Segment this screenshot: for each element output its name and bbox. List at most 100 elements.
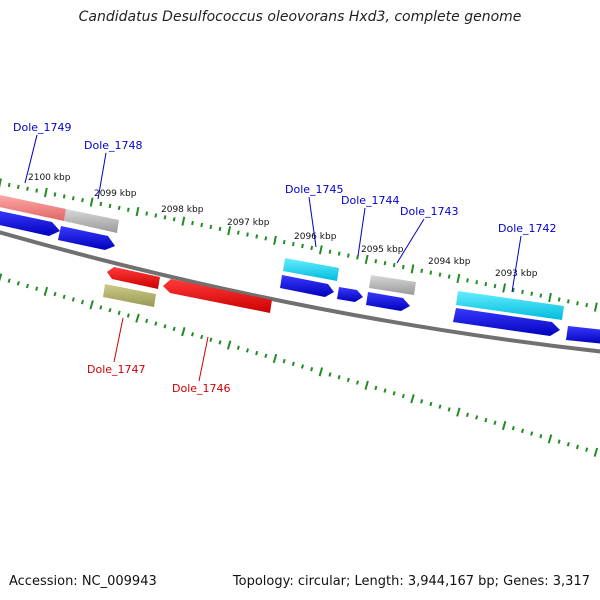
minor-tick xyxy=(484,281,488,287)
minor-tick xyxy=(200,334,204,340)
cds-forward-5[interactable] xyxy=(366,292,410,311)
cds-forward-1[interactable] xyxy=(0,210,60,236)
minor-tick xyxy=(200,222,204,228)
minor-tick xyxy=(392,262,396,268)
minor-tick xyxy=(291,241,295,247)
gene-label[interactable]: Dole_1748 xyxy=(84,139,143,152)
feature-dole-1747[interactable] xyxy=(103,284,156,307)
minor-tick xyxy=(236,230,240,235)
minor-tick xyxy=(255,350,259,356)
minor-tick xyxy=(53,291,57,297)
major-tick xyxy=(227,226,232,236)
major-tick xyxy=(593,447,599,457)
minor-tick xyxy=(172,326,176,332)
minor-tick xyxy=(172,217,176,222)
minor-tick xyxy=(511,287,515,293)
major-tick xyxy=(43,187,48,198)
minor-tick xyxy=(301,243,304,249)
minor-tick xyxy=(145,318,149,324)
cds-forward-3[interactable] xyxy=(280,275,334,297)
minor-tick xyxy=(255,234,259,239)
gene-label[interactable]: Dole_1743 xyxy=(400,205,459,218)
gene-leader-line xyxy=(113,317,124,363)
kbp-label: 2098 kbp xyxy=(161,205,204,215)
cds-forward-6[interactable] xyxy=(453,308,560,336)
minor-tick xyxy=(191,220,194,226)
minor-tick xyxy=(62,194,66,199)
minor-tick xyxy=(447,407,451,412)
major-tick xyxy=(364,380,369,390)
minor-tick xyxy=(16,281,20,286)
minor-tick xyxy=(475,280,479,285)
minor-tick xyxy=(145,211,149,216)
minor-tick xyxy=(383,388,387,393)
major-tick xyxy=(548,292,552,303)
minor-tick xyxy=(154,321,158,326)
minor-tick xyxy=(99,305,103,310)
minor-tick xyxy=(71,297,75,302)
gene-label[interactable]: Dole_1746 xyxy=(172,382,231,395)
gene-leader-line xyxy=(24,134,38,184)
minor-tick xyxy=(190,332,195,337)
major-tick xyxy=(0,178,2,188)
minor-tick xyxy=(154,213,158,218)
major-tick xyxy=(456,273,461,284)
minor-tick xyxy=(447,274,451,279)
gene-label[interactable]: Dole_1742 xyxy=(498,222,557,235)
feature-dole-1749[interactable] xyxy=(0,194,66,221)
minor-tick xyxy=(328,249,332,254)
major-tick xyxy=(364,254,369,265)
feature-dole-1745[interactable] xyxy=(283,258,339,281)
minor-tick xyxy=(282,239,286,245)
minor-tick xyxy=(484,417,488,423)
minor-tick xyxy=(264,353,268,358)
minor-tick xyxy=(209,337,213,342)
gene-label[interactable]: Dole_1745 xyxy=(285,183,344,196)
minor-tick xyxy=(566,299,570,304)
outer-tick-ring xyxy=(0,178,598,312)
minor-tick xyxy=(401,393,405,399)
major-tick xyxy=(501,420,507,431)
cds-forward-4[interactable] xyxy=(337,287,363,302)
minor-tick xyxy=(557,439,561,444)
major-tick xyxy=(456,407,461,417)
feature-dole-1748[interactable] xyxy=(64,209,119,233)
minor-tick xyxy=(429,401,433,407)
major-tick xyxy=(43,286,49,296)
gene-features xyxy=(0,194,600,344)
gene-label[interactable]: Dole_1749 xyxy=(13,121,72,134)
major-tick xyxy=(593,302,598,312)
major-tick xyxy=(226,340,232,350)
minor-tick xyxy=(25,283,30,289)
cds-reverse-2[interactable] xyxy=(163,279,272,313)
topology-text: Topology: circular; Length: 3,944,167 bp… xyxy=(232,574,590,589)
minor-tick xyxy=(16,184,20,190)
minor-tick xyxy=(108,307,112,313)
cds-forward-7[interactable] xyxy=(566,326,600,344)
minor-tick xyxy=(511,426,515,431)
minor-tick xyxy=(356,255,359,260)
gene-label[interactable]: Dole_1744 xyxy=(341,194,400,207)
feature-dole-1743[interactable] xyxy=(369,275,416,295)
major-tick xyxy=(502,283,507,293)
minor-tick xyxy=(62,294,66,299)
kbp-tick-labels: 2100 kbp 2099 kbp 2098 kbp 2097 kbp 2096 kbp… xyxy=(28,173,538,279)
gene-label[interactable]: Dole_1747 xyxy=(87,363,146,376)
cds-reverse-1[interactable] xyxy=(107,267,160,289)
major-tick xyxy=(181,327,186,337)
minor-tick xyxy=(310,367,314,372)
minor-tick xyxy=(126,313,130,318)
minor-tick xyxy=(521,289,524,295)
cds-forward-2[interactable] xyxy=(58,226,115,250)
minor-tick xyxy=(300,364,305,369)
minor-tick xyxy=(53,192,57,197)
minor-tick xyxy=(236,345,240,350)
minor-tick xyxy=(585,302,589,308)
feature-dole-1742[interactable] xyxy=(456,291,564,320)
minor-tick xyxy=(438,272,442,277)
minor-tick xyxy=(420,399,424,404)
major-tick xyxy=(135,206,140,217)
minor-tick xyxy=(374,259,378,264)
kbp-label: 2099 kbp xyxy=(94,189,137,199)
minor-tick xyxy=(493,420,497,426)
